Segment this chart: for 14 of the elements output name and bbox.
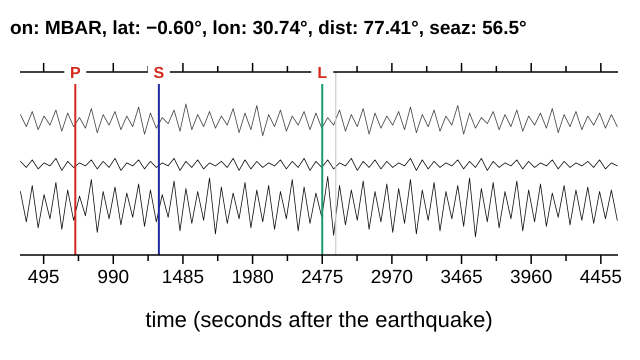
ref-line-label: P bbox=[70, 65, 81, 82]
x-tick-label: 495 bbox=[28, 267, 60, 288]
chart-title: on: MBAR, lat: −0.60°, lon: 30.74°, dist: 77.41°, seaz: 56.5° bbox=[10, 18, 527, 39]
x-tick-label: 990 bbox=[97, 267, 130, 288]
x-axis-title: time (seconds after the earthquake) bbox=[145, 307, 493, 332]
x-tick-label: 1980 bbox=[231, 267, 274, 288]
x-tick-label: 1485 bbox=[162, 267, 204, 288]
x-tick-label: 3960 bbox=[510, 267, 552, 288]
x-tick-label: 2475 bbox=[301, 267, 344, 288]
ref-line-label: S bbox=[154, 65, 165, 82]
x-tick-label: 4455 bbox=[580, 267, 622, 288]
ref-line-label: L bbox=[317, 65, 328, 82]
x-tick-label: 2970 bbox=[370, 267, 414, 288]
x-tick-label: 3465 bbox=[440, 267, 483, 288]
